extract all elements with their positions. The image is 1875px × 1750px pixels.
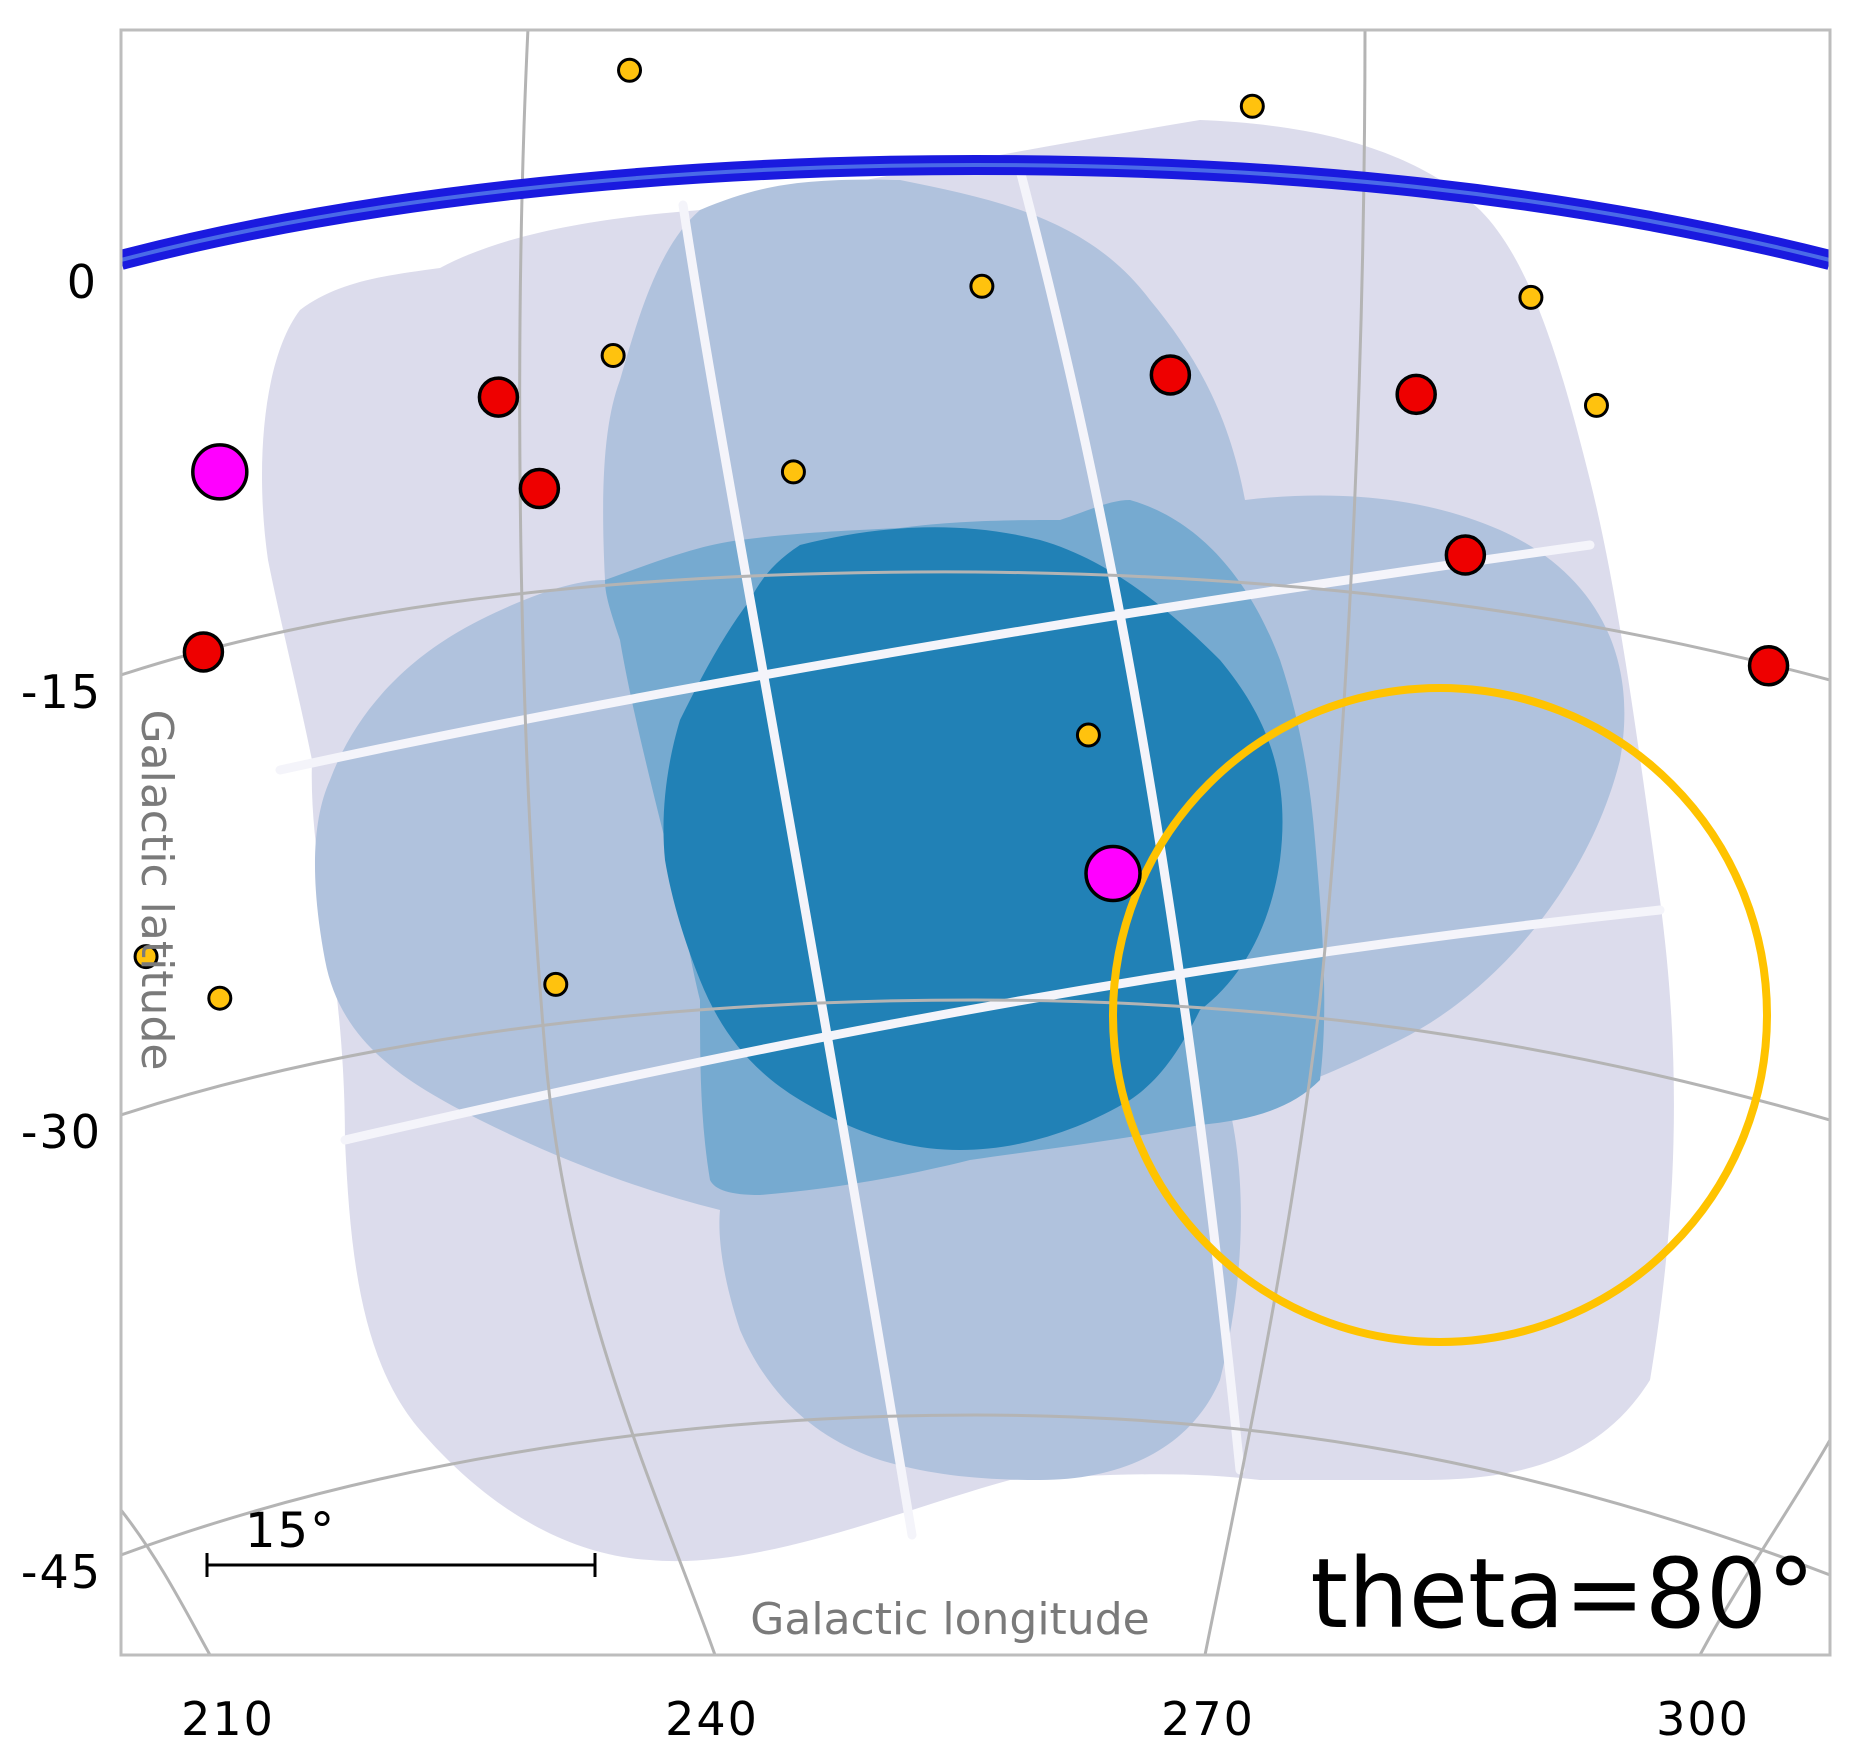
medium-source-marker [1149, 354, 1192, 396]
x-axis-label: Galactic longitude [750, 1594, 1149, 1645]
meridian-line [1698, 1439, 1830, 1655]
theta-title: theta=80° [1310, 1538, 1815, 1650]
small-source-marker [969, 273, 995, 299]
meridian-line [121, 1509, 212, 1655]
small-source-marker [780, 459, 806, 485]
medium-source-marker [477, 376, 520, 418]
small-source-marker [543, 971, 569, 997]
meridian-line [518, 30, 717, 1655]
source-markers [133, 57, 1790, 1011]
large-source-marker [191, 443, 249, 501]
medium-source-marker [1444, 534, 1487, 576]
parallel-line [121, 1413, 1830, 1577]
y-tick-label: 0 [67, 255, 98, 309]
medium-source-marker [1747, 645, 1790, 687]
y-tick-label: -15 [21, 665, 102, 719]
large-source-marker [1084, 844, 1142, 903]
small-source-marker [1075, 722, 1101, 748]
scale-bar [205, 1553, 597, 1577]
parallel-line [121, 570, 1830, 682]
small-source-marker [133, 944, 159, 970]
plot-frame [119, 28, 1832, 1657]
medium-source-marker [1395, 373, 1437, 416]
y-tick-label: -45 [21, 1545, 102, 1599]
graticule [121, 30, 1830, 1655]
meridian-line [1203, 30, 1367, 1655]
small-source-marker [617, 57, 643, 83]
small-source-marker [1518, 284, 1544, 310]
large-yellow-circle [1109, 684, 1771, 1346]
x-tick-label: 210 [181, 1692, 275, 1746]
y-tick-label: -30 [21, 1105, 102, 1159]
medium-source-marker [182, 631, 225, 673]
coverage-map [261, 120, 1674, 1562]
parallel-line [121, 998, 1830, 1122]
x-tick-label: 270 [1161, 1692, 1255, 1746]
x-tick-label: 300 [1656, 1692, 1750, 1746]
small-source-marker [1583, 392, 1609, 418]
y-axis-label: Galactic latitude [131, 710, 182, 1071]
x-tick-label: 240 [665, 1692, 759, 1746]
galactic-plane-band [121, 154, 1830, 270]
small-source-marker [207, 985, 233, 1011]
tile-gaps [275, 165, 1665, 1540]
small-source-marker [1239, 93, 1265, 119]
small-source-marker [600, 343, 626, 369]
medium-source-marker [518, 467, 561, 510]
scale-bar-label: 15° [245, 1503, 336, 1559]
